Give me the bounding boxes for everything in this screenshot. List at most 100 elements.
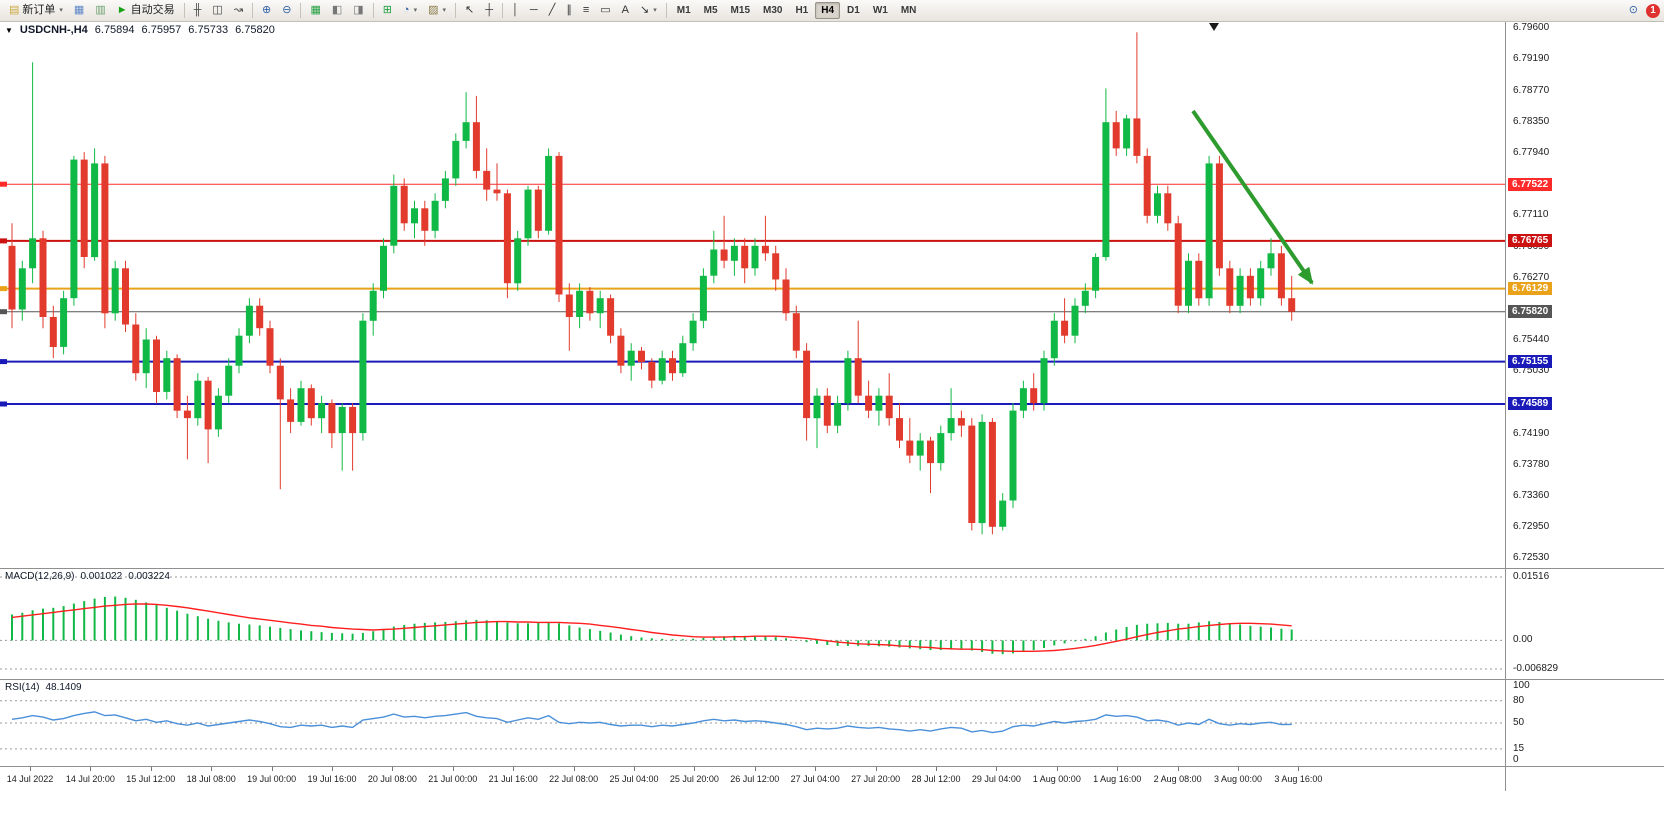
fibonacci-icon: ≡ bbox=[582, 4, 590, 16]
hline-6.76765[interactable] bbox=[0, 238, 1505, 244]
time-tick bbox=[1117, 767, 1119, 771]
timeframe-m5-button[interactable]: M5 bbox=[698, 2, 724, 19]
vertical-line-button[interactable]: │ bbox=[507, 2, 524, 19]
time-tick bbox=[1056, 767, 1058, 771]
channel-button[interactable]: ∥ bbox=[561, 2, 577, 19]
price-axis-label: 6.73780 bbox=[1513, 458, 1550, 470]
new-order-button[interactable]: ▤ 新订单 ▾ bbox=[4, 2, 68, 19]
timeframe-m30-button[interactable]: M30 bbox=[757, 2, 788, 19]
indicators-button[interactable]: ⊞ bbox=[378, 2, 397, 19]
zoom-in-icon: ⊕ bbox=[262, 4, 272, 16]
templates-button[interactable]: ▨ ▾ bbox=[423, 2, 451, 19]
line-chart-button[interactable]: ↝ bbox=[229, 2, 248, 19]
toolbar-separator bbox=[300, 3, 302, 18]
time-axis-label: 1 Aug 16:00 bbox=[1093, 774, 1142, 784]
price-axis-label: 6.74190 bbox=[1513, 427, 1550, 439]
candlestick-series bbox=[8, 32, 1296, 535]
bar-chart-button[interactable]: ╫ bbox=[189, 2, 207, 19]
timeframe-m15-button[interactable]: M15 bbox=[725, 2, 756, 19]
market-watch-button[interactable]: ▦ bbox=[69, 2, 89, 19]
crosshair-button[interactable]: ┼ bbox=[480, 2, 498, 19]
tile-vertical-button[interactable]: ◨ bbox=[348, 2, 368, 19]
panel-divider[interactable] bbox=[0, 568, 1664, 569]
macd-panel[interactable]: MACD(12,26,9) 0.001022 0.003224 bbox=[0, 569, 1505, 679]
toolbar-separator bbox=[252, 3, 254, 18]
time-tick bbox=[1238, 767, 1239, 771]
fibonacci-button[interactable]: ≡ bbox=[578, 2, 594, 19]
price-axis[interactable]: 6.79600 6.79190 6.78770 6.78350 6.77940 6.771… bbox=[1506, 21, 1664, 791]
time-axis-label: 21 Jul 16:00 bbox=[488, 774, 538, 784]
time-axis-label: 28 Jul 12:00 bbox=[911, 774, 961, 784]
toolbar-separator bbox=[665, 3, 667, 18]
price-line-label: 6.76765 bbox=[1508, 234, 1553, 248]
periods-button[interactable]: ◔ ▾ bbox=[398, 2, 422, 19]
trendline-button[interactable]: ╱ bbox=[544, 2, 561, 19]
time-axis[interactable]: 14 Jul 2022 14 Jul 20:00 15 Jul 12:00 18 Ju… bbox=[0, 767, 1506, 791]
time-axis-label: 3 Aug 00:00 bbox=[1213, 774, 1263, 784]
time-axis-label: 19 Jul 00:00 bbox=[247, 774, 297, 784]
time-axis-label: 19 Jul 16:00 bbox=[307, 774, 357, 784]
auto-trading-button[interactable]: ► 自动交易 bbox=[112, 2, 180, 19]
market-watch-icon: ▦ bbox=[73, 4, 85, 16]
cascade-windows-button[interactable]: ◧ bbox=[327, 2, 347, 19]
time-tick bbox=[815, 767, 817, 771]
rsi-axis-label: 80 bbox=[1513, 694, 1525, 706]
hline-6.74589[interactable] bbox=[0, 401, 1505, 407]
price-chart-panel[interactable]: ▼ USDCNH-,H4 6.75894 6.75957 6.75733 6.7… bbox=[0, 21, 1505, 568]
rsi-level-lines bbox=[0, 700, 1505, 750]
time-axis-label: 21 Jul 00:00 bbox=[428, 774, 478, 784]
price-axis-label: 6.78770 bbox=[1513, 84, 1550, 96]
hline-6.76129[interactable] bbox=[0, 286, 1505, 292]
text-icon: A bbox=[621, 4, 629, 16]
price-axis-label: 6.72950 bbox=[1513, 520, 1550, 532]
auto-trading-button-label: 自动交易 bbox=[130, 4, 175, 16]
time-tick bbox=[754, 767, 756, 771]
hline-6.77522[interactable] bbox=[0, 181, 1505, 187]
macd-value-signal: 0.003224 bbox=[128, 571, 170, 582]
tile-windows-icon: ▦ bbox=[310, 4, 321, 16]
time-tick bbox=[90, 767, 92, 771]
timeframe-mn-button[interactable]: MN bbox=[895, 2, 923, 19]
panel-divider[interactable] bbox=[0, 766, 1664, 767]
tile-windows-button[interactable]: ▦ bbox=[305, 2, 325, 19]
timeframe-w1-button[interactable]: W1 bbox=[867, 2, 894, 19]
time-axis-label: 27 Jul 20:00 bbox=[851, 774, 901, 784]
zoom-in-button[interactable]: ⊕ bbox=[257, 2, 276, 19]
shapes-button[interactable]: ▭ bbox=[595, 2, 615, 19]
time-tick bbox=[513, 767, 515, 771]
chart-menu-icon[interactable]: ▼ bbox=[5, 25, 13, 35]
vertical-line-icon: │ bbox=[512, 4, 519, 16]
hline-6.75155[interactable] bbox=[0, 359, 1505, 365]
candlestick-chart-icon: ◫ bbox=[212, 4, 223, 16]
time-axis-label: 14 Jul 2022 bbox=[6, 774, 54, 784]
notification-badge[interactable]: 1 bbox=[1646, 3, 1660, 18]
timeframe-h4-button[interactable]: H4 bbox=[815, 2, 841, 19]
clock-icon: ◔ bbox=[402, 4, 410, 16]
text-button[interactable]: A bbox=[617, 2, 634, 19]
time-tick bbox=[634, 767, 635, 771]
trend-arrow[interactable] bbox=[1191, 109, 1314, 285]
candlestick-chart[interactable] bbox=[0, 21, 1505, 568]
axis-divider bbox=[1505, 21, 1506, 791]
horizontal-line-button[interactable]: ─ bbox=[525, 2, 543, 19]
time-tick bbox=[875, 767, 877, 771]
cursor-button[interactable]: ↖ bbox=[460, 2, 479, 19]
panel-divider[interactable] bbox=[0, 679, 1664, 680]
candlestick-chart-button[interactable]: ◫ bbox=[207, 2, 227, 19]
zoom-out-button[interactable]: ⊖ bbox=[277, 2, 296, 19]
time-axis-label: 22 Jul 08:00 bbox=[549, 774, 599, 784]
data-window-button[interactable]: ▥ bbox=[90, 2, 110, 19]
hline-6.75820[interactable] bbox=[0, 309, 1505, 315]
templates-icon: ▨ bbox=[428, 4, 439, 16]
rsi-panel[interactable]: RSI(14) 48.1409 bbox=[0, 680, 1505, 766]
toolbar-separator bbox=[183, 3, 185, 18]
horizontal-line-icon: ─ bbox=[529, 4, 538, 16]
rsi-axis-label: 100 bbox=[1513, 680, 1530, 691]
timeframe-h1-button[interactable]: H1 bbox=[789, 2, 814, 19]
timeframe-m1-button[interactable]: M1 bbox=[671, 2, 697, 19]
price-axis-label: 6.72530 bbox=[1513, 552, 1550, 564]
timeframe-d1-button[interactable]: D1 bbox=[841, 2, 866, 19]
search-button[interactable]: ⊙ bbox=[1624, 2, 1643, 19]
time-marker-icon[interactable] bbox=[1209, 23, 1219, 31]
arrows-button[interactable]: ↘ ▾ bbox=[635, 2, 662, 19]
